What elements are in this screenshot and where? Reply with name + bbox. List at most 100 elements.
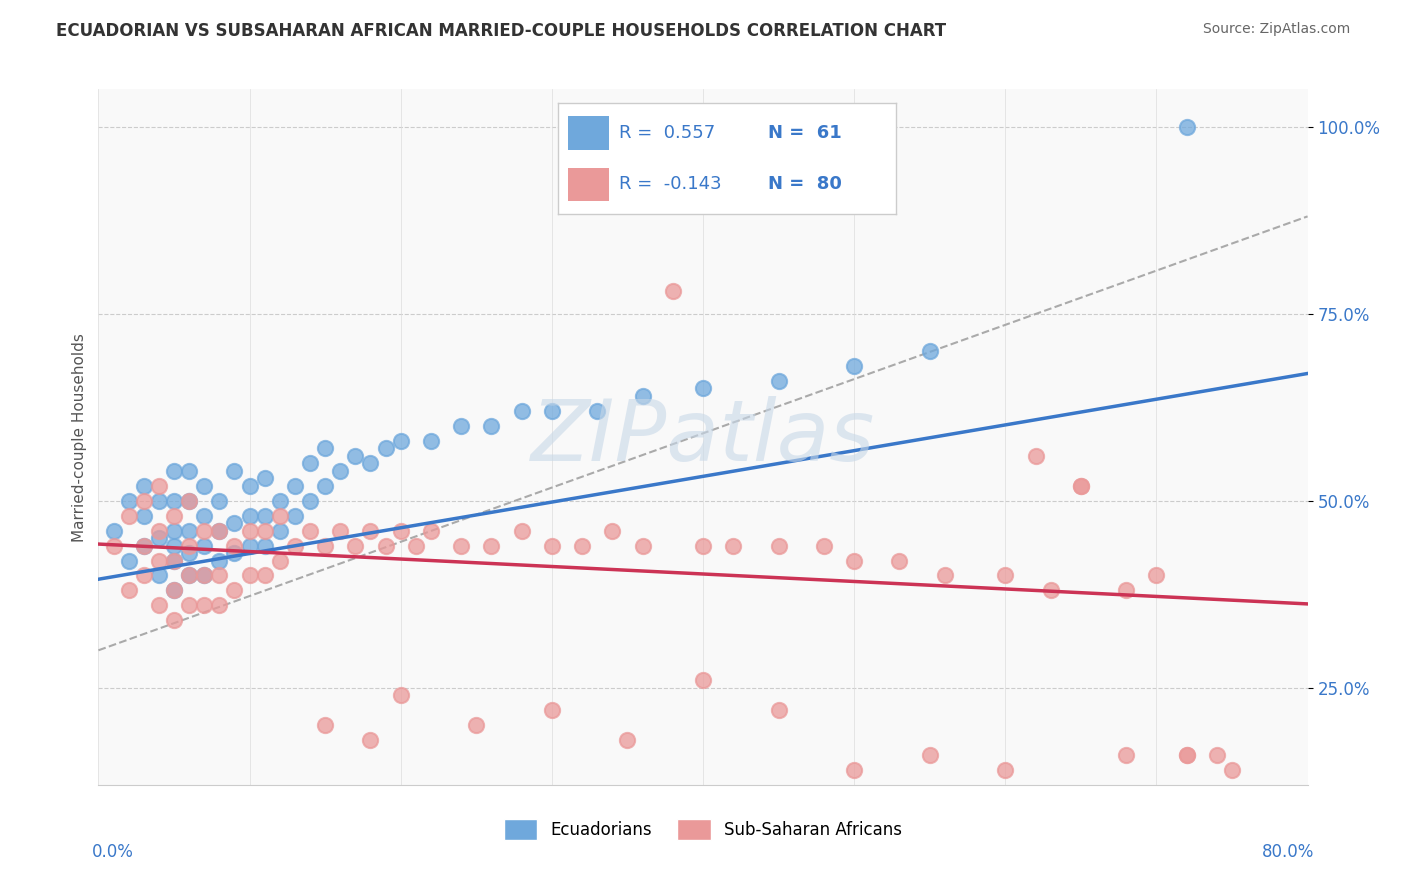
Point [253,471,276,485]
Point [1175,747,1198,762]
Point [179,568,201,582]
Point [103,539,125,553]
Point [224,539,246,553]
Point [179,524,201,538]
Point [420,524,443,538]
Point [314,718,336,732]
Point [314,442,336,456]
Point [540,539,562,553]
Point [118,553,141,567]
Point [193,524,215,538]
Point [918,344,941,359]
Point [193,568,215,582]
Point [239,568,262,582]
Point [163,553,186,567]
Point [284,479,307,493]
Point [389,688,412,702]
Point [148,531,170,545]
Point [132,508,155,523]
Point [314,539,336,553]
Point [1039,583,1062,598]
Point [224,464,246,478]
Point [1070,479,1092,493]
Text: ECUADORIAN VS SUBSAHARAN AFRICAN MARRIED-COUPLE HOUSEHOLDS CORRELATION CHART: ECUADORIAN VS SUBSAHARAN AFRICAN MARRIED… [56,22,946,40]
Point [224,583,246,598]
Point [571,539,593,553]
Point [540,404,562,418]
Point [132,568,155,582]
Point [374,442,396,456]
Point [253,508,276,523]
Point [481,539,503,553]
Point [163,583,186,598]
Point [768,539,790,553]
Point [239,539,262,553]
Point [284,539,307,553]
Point [253,524,276,538]
Point [148,493,170,508]
Point [329,524,352,538]
Point [374,539,396,553]
Point [631,539,654,553]
Point [193,508,215,523]
Point [405,539,427,553]
Point [616,733,638,747]
Point [179,568,201,582]
Point [329,464,352,478]
Point [1206,747,1229,762]
Point [148,568,170,582]
Point [844,763,866,777]
Point [723,539,745,553]
Point [224,546,246,560]
Point [510,524,533,538]
Point [269,508,291,523]
Point [179,464,201,478]
Point [1175,747,1198,762]
Point [239,508,262,523]
Point [193,568,215,582]
Point [148,599,170,613]
Point [768,703,790,717]
Point [208,553,231,567]
Point [239,479,262,493]
Point [813,539,835,553]
Point [360,524,382,538]
Point [148,479,170,493]
Point [889,553,911,567]
Point [132,539,155,553]
Point [253,568,276,582]
Point [299,524,322,538]
Point [163,493,186,508]
Point [163,553,186,567]
Point [132,539,155,553]
Point [540,703,562,717]
Point [132,493,155,508]
Point [239,524,262,538]
Point [163,613,186,627]
Point [465,718,488,732]
Point [284,508,307,523]
Point [224,516,246,530]
Point [163,524,186,538]
Point [510,404,533,418]
Point [179,493,201,508]
Point [163,539,186,553]
Point [208,568,231,582]
Point [193,539,215,553]
Point [118,508,141,523]
Point [299,493,322,508]
Text: 80.0%: 80.0% [1263,843,1315,861]
Point [314,479,336,493]
Point [344,449,367,463]
Point [1220,763,1243,777]
Point [586,404,609,418]
Point [163,464,186,478]
Point [299,456,322,470]
Text: ZIPatlas: ZIPatlas [531,395,875,479]
Point [179,539,201,553]
Point [193,479,215,493]
Point [132,479,155,493]
Point [1115,747,1137,762]
Text: 0.0%: 0.0% [91,843,134,861]
Legend: Ecuadorians, Sub-Saharan Africans: Ecuadorians, Sub-Saharan Africans [498,813,908,847]
